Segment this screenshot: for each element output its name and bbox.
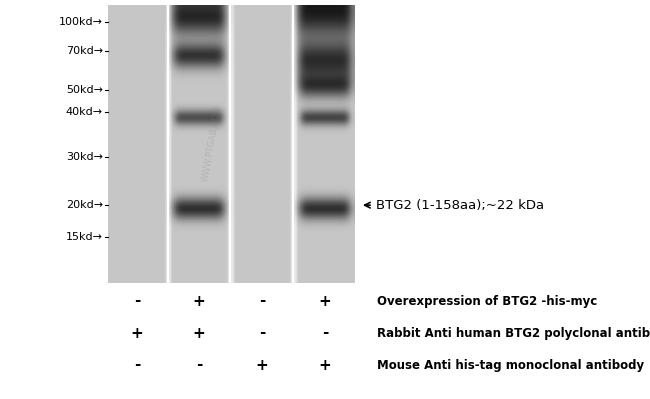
Text: +: + (192, 294, 205, 308)
Text: -: - (134, 358, 140, 373)
Text: Overexpression of BTG2 -his-myc: Overexpression of BTG2 -his-myc (377, 294, 597, 308)
Text: -: - (259, 294, 265, 308)
Text: -: - (322, 326, 328, 340)
Text: Rabbit Anti human BTG2 polyclonal antibody: Rabbit Anti human BTG2 polyclonal antibo… (377, 326, 650, 340)
Text: +: + (131, 326, 144, 340)
Text: +: + (318, 358, 332, 373)
Text: -: - (196, 358, 202, 373)
Text: 15kd→: 15kd→ (66, 232, 103, 242)
Text: BTG2 (1-158aa);~22 kDa: BTG2 (1-158aa);~22 kDa (376, 199, 544, 211)
Text: +: + (255, 358, 268, 373)
Text: WWW.PTGAB.COM: WWW.PTGAB.COM (200, 105, 222, 183)
Text: 50kd→: 50kd→ (66, 85, 103, 95)
Text: 70kd→: 70kd→ (66, 46, 103, 56)
Text: -: - (134, 294, 140, 308)
Text: -: - (259, 326, 265, 340)
Text: 20kd→: 20kd→ (66, 200, 103, 210)
Text: +: + (318, 294, 332, 308)
Text: 30kd→: 30kd→ (66, 152, 103, 162)
Text: 100kd→: 100kd→ (59, 17, 103, 27)
Text: Mouse Anti his-tag monoclonal antibody: Mouse Anti his-tag monoclonal antibody (377, 358, 644, 371)
Text: +: + (192, 326, 205, 340)
Text: 40kd→: 40kd→ (66, 107, 103, 117)
